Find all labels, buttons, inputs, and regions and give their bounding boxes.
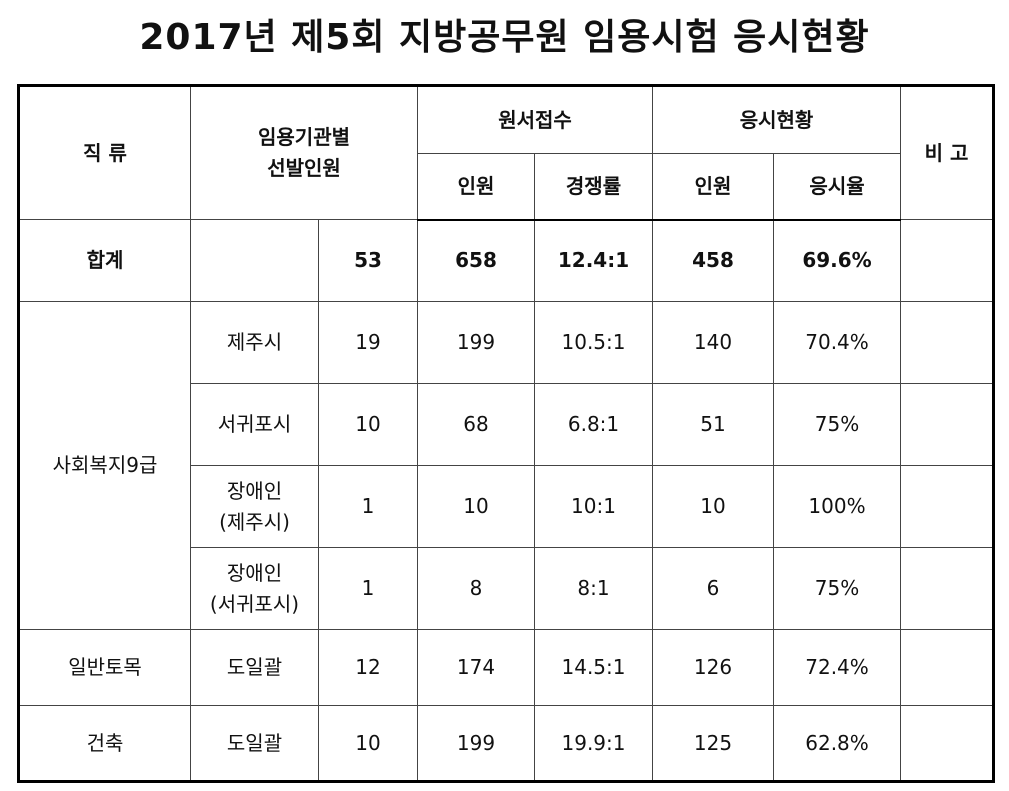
header-exam-rate: 응시율: [773, 153, 902, 221]
header-category: 직 류: [18, 85, 191, 220]
row-applicants: 68: [417, 383, 535, 466]
row-examinees: 126: [652, 629, 775, 706]
row-applicants: 199: [417, 705, 535, 782]
row-competition: 8:1: [533, 547, 654, 630]
row-rate: 70.4%: [773, 301, 902, 384]
total-selected: 53: [318, 219, 418, 302]
row-agency: 제주시: [190, 301, 319, 384]
row-remarks: [900, 465, 995, 548]
total-agency: [190, 219, 319, 302]
row-rate: 62.8%: [773, 705, 902, 782]
header-selection: 임용기관별 선발인원: [190, 85, 418, 220]
header-exam-status: 응시현황: [652, 85, 902, 154]
row-agency: 서귀포시: [190, 383, 319, 466]
row-rate: 75%: [773, 383, 902, 466]
row-selected: 1: [318, 547, 418, 630]
header-exam-count: 인원: [652, 153, 775, 221]
row-competition: 10:1: [533, 465, 654, 548]
row-rate: 75%: [773, 547, 902, 630]
table-row: 건축 도일괄 10 199 19.9:1 125 62.8%: [18, 705, 995, 782]
row-competition: 19.9:1: [533, 705, 654, 782]
page-title: 2017년 제5회 지방공무원 임용시험 응시현황: [139, 17, 870, 58]
header-application: 원서접수: [416, 85, 654, 154]
row-examinees: 51: [652, 383, 775, 466]
table-row: 사회복지9급 제주시 19 199 10.5:1 140 70.4%: [18, 301, 995, 630]
table-row: 장애인 (서귀포시) 1 8 8:1 6 75%: [19, 547, 995, 630]
row-selected: 10: [318, 383, 418, 466]
row-selected: 10: [318, 705, 418, 782]
civil-category: 일반토목: [18, 629, 191, 706]
row-examinees: 10: [652, 465, 775, 548]
total-applicants: 658: [417, 219, 535, 302]
row-applicants: 10: [417, 465, 535, 548]
row-agency: 도일괄: [190, 629, 319, 706]
table-row: 일반토목 도일괄 12 174 14.5:1 126 72.4%: [18, 629, 995, 706]
row-rate: 100%: [773, 465, 902, 548]
welfare-category: 사회복지9급: [18, 301, 191, 630]
row-remarks: [900, 383, 995, 466]
row-remarks: [900, 629, 995, 706]
row-examinees: 125: [652, 705, 775, 782]
row-agency: 장애인 (제주시): [190, 465, 319, 548]
total-competition: 12.4:1: [533, 219, 654, 302]
table-row: 장애인 (제주시) 1 10 10:1 10 100%: [19, 465, 995, 548]
table-row-total: 합계 53 658 12.4:1 458 69.6%: [18, 219, 995, 302]
row-applicants: 174: [417, 629, 535, 706]
row-competition: 14.5:1: [533, 629, 654, 706]
row-agency: 도일괄: [190, 705, 319, 782]
total-remarks: [900, 219, 995, 302]
row-applicants: 8: [417, 547, 535, 630]
row-rate: 72.4%: [773, 629, 902, 706]
row-examinees: 140: [652, 301, 775, 384]
arch-category: 건축: [18, 705, 191, 782]
row-remarks: [900, 547, 995, 630]
header-app-count: 인원: [417, 153, 535, 221]
total-label: 합계: [18, 219, 191, 302]
row-remarks: [900, 705, 995, 782]
row-selected: 12: [318, 629, 418, 706]
row-selected: 1: [318, 465, 418, 548]
total-examinees: 458: [652, 219, 775, 302]
row-competition: 10.5:1: [533, 301, 654, 384]
row-remarks: [900, 301, 995, 384]
row-applicants: 199: [417, 301, 535, 384]
row-agency: 장애인 (서귀포시): [190, 547, 319, 630]
header-competition: 경쟁률: [533, 153, 654, 221]
row-selected: 19: [318, 301, 418, 384]
row-examinees: 6: [652, 547, 775, 630]
header-remarks: 비 고: [900, 85, 995, 220]
total-rate: 69.6%: [773, 219, 902, 302]
row-competition: 6.8:1: [533, 383, 654, 466]
exam-status-table: 직 류 임용기관별 선발인원 원서접수 응시현황 비 고 인원 경쟁률 인원 응…: [17, 84, 996, 783]
